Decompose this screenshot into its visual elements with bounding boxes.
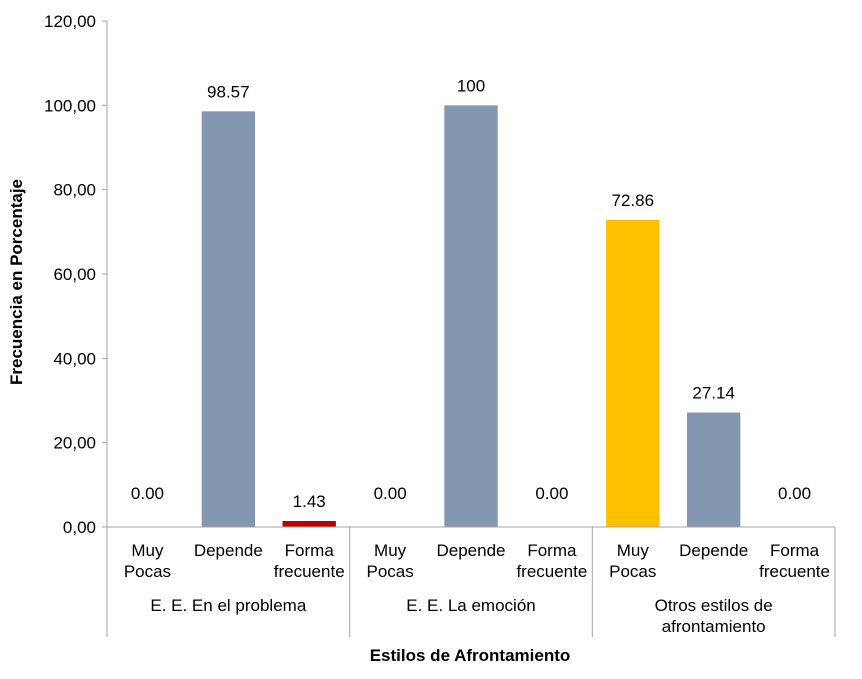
data-label: 0.00 — [131, 484, 164, 503]
bar — [201, 111, 256, 528]
category-label: Forma — [527, 541, 577, 560]
category-label: frecuente — [759, 562, 830, 581]
group-label: afrontamiento — [662, 617, 766, 636]
category-label: Muy — [374, 541, 407, 560]
group-label: E. E. En el problema — [150, 596, 306, 615]
bar — [282, 520, 336, 527]
data-label: 100 — [457, 76, 485, 95]
data-label: 27.14 — [692, 384, 735, 403]
group-label: E. E. La emoción — [406, 596, 535, 615]
y-tick-label: 0,00 — [63, 518, 96, 537]
bar — [606, 219, 660, 527]
data-label: 72.86 — [612, 191, 655, 210]
y-axis-title: Frecuencia en Porcentaje — [7, 179, 26, 385]
category-label: Muy — [131, 541, 164, 560]
bars — [201, 105, 741, 528]
category-label: Muy — [617, 541, 650, 560]
y-tick-label: 80,00 — [53, 181, 96, 200]
category-label: Depende — [679, 541, 748, 560]
category-label: Pocas — [609, 562, 656, 581]
y-tick-label: 120,00 — [44, 12, 96, 31]
category-label: Depende — [194, 541, 263, 560]
data-labels: 0.00 98.57 1.43 0.00 100 0.00 72.86 27.14 0.00 — [131, 76, 811, 511]
category-label: Depende — [436, 541, 505, 560]
category-label: Pocas — [124, 562, 171, 581]
x-axis: E. E. En el problema Muy Pocas Depende Forma… — [106, 526, 836, 637]
category-label: frecuente — [274, 562, 345, 581]
bar — [686, 412, 741, 527]
category-label: Forma — [285, 541, 335, 560]
category-label: frecuente — [516, 562, 587, 581]
data-label: 98.57 — [207, 82, 250, 101]
category-label: Pocas — [366, 562, 413, 581]
y-tick-label: 60,00 — [53, 265, 96, 284]
x-axis-title: Estilos de Afrontamiento — [370, 646, 571, 665]
y-tick-label: 20,00 — [53, 434, 96, 453]
data-label: 0.00 — [535, 484, 568, 503]
data-label: 0.00 — [778, 484, 811, 503]
data-label: 0.00 — [374, 484, 407, 503]
group-label: Otros estilos de — [655, 596, 773, 615]
y-tick-label: 100,00 — [44, 96, 96, 115]
category-label: Forma — [770, 541, 820, 560]
y-axis: 0,00 20,00 40,00 60,00 80,00 100,00 120,00 — [44, 12, 108, 537]
data-label: 1.43 — [293, 492, 326, 511]
y-tick-label: 40,00 — [53, 349, 96, 368]
bar — [444, 105, 498, 527]
